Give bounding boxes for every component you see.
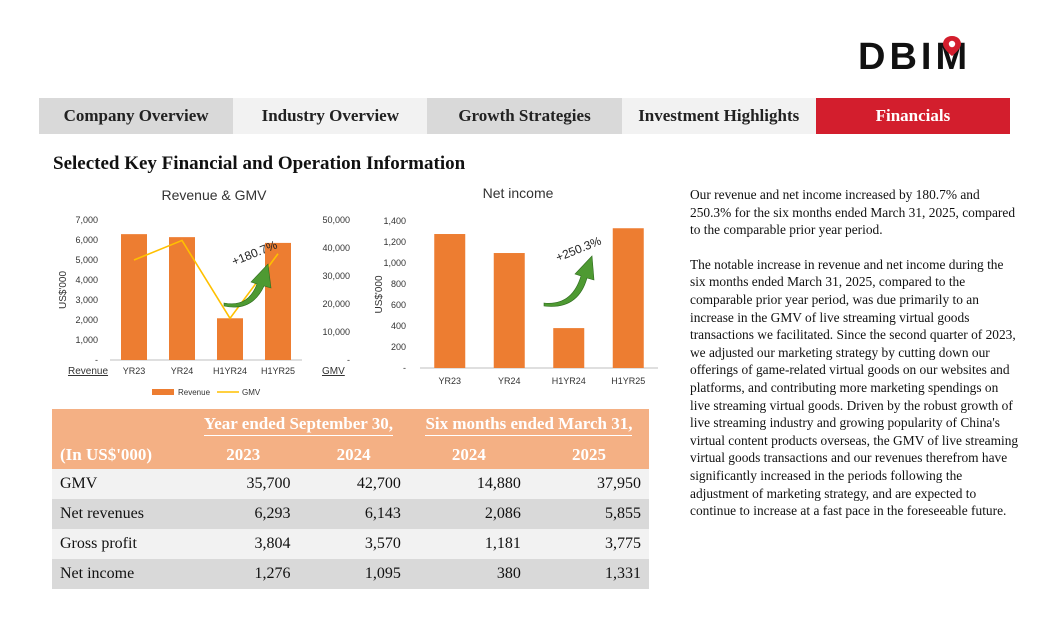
y-tick-label: 1,400 — [383, 216, 406, 226]
financial-table: Year ended September 30, Six months ende… — [52, 409, 649, 589]
tab-company-overview[interactable]: Company Overview — [39, 98, 234, 134]
x-tick-label: H1YR24 — [552, 376, 586, 386]
y-tick-label: - — [403, 363, 406, 373]
x-tick-label: YR24 — [498, 376, 521, 386]
y-tick-label: 6,000 — [75, 235, 98, 245]
revenue-bar — [217, 318, 243, 360]
x-tick-label: H1YR25 — [261, 366, 295, 376]
growth-arrow-icon — [223, 263, 272, 308]
cell-value: 6,293 — [188, 499, 299, 529]
y-axis-label: US$'000 — [58, 271, 69, 309]
y2-tick-label: - — [347, 355, 350, 365]
x-tick-label: YR24 — [171, 366, 194, 376]
growth-annotation: +250.3% — [554, 234, 604, 265]
tab-financials[interactable]: Financials — [815, 98, 1011, 134]
table-row: Gross profit 3,804 3,570 1,181 3,775 — [52, 529, 649, 559]
y-tick-label: 4,000 — [75, 275, 98, 285]
gmv-line — [133, 239, 279, 320]
revenue-bar — [121, 234, 147, 360]
table-row: Net revenues 6,293 6,143 2,086 5,855 — [52, 499, 649, 529]
net-income-bar — [434, 234, 466, 368]
header-year: 2024 — [408, 441, 529, 469]
description-text: Our revenue and net income increased by … — [690, 186, 1020, 537]
cell-value: 3,804 — [188, 529, 299, 559]
x-tick-label: YR23 — [123, 366, 146, 376]
location-pin-icon — [943, 36, 961, 56]
x-tick-label: H1YR24 — [213, 366, 247, 376]
legend-gmv-label: GMV — [242, 388, 261, 397]
dbim-logo: DBIM — [858, 36, 967, 76]
y-tick-label: 3,000 — [75, 295, 98, 305]
y2-tick-label: 40,000 — [322, 243, 350, 253]
x-tick-label: H1YR25 — [611, 376, 645, 386]
row-label: GMV — [52, 469, 188, 499]
y-tick-label: 7,000 — [75, 215, 98, 225]
net-income-bar — [553, 328, 585, 368]
row-label: Net income — [52, 559, 188, 589]
cell-value: 42,700 — [298, 469, 409, 499]
revenue-gmv-chart: Revenue & GMV - 1,000 2,000 3,000 4,000 5,000 6… — [58, 187, 350, 397]
y-axis-label: US$'000 — [374, 275, 385, 313]
x-tick-label: YR23 — [438, 376, 461, 386]
row-label: Net revenues — [52, 499, 188, 529]
y-tick-label: 800 — [391, 279, 406, 289]
cell-value: 1,181 — [408, 529, 529, 559]
table-header-row: Year ended September 30, Six months ende… — [52, 409, 649, 441]
header-six-months: Six months ended March 31, — [425, 414, 633, 436]
header-year: 2025 — [528, 441, 649, 469]
cell-value: 14,880 — [408, 469, 529, 499]
cell-value: 35,700 — [188, 469, 299, 499]
y-tick-label: 1,200 — [383, 237, 406, 247]
tab-investment-highlights[interactable]: Investment Highlights — [621, 98, 816, 134]
cell-value: 1,331 — [528, 559, 649, 589]
chart-title: Net income — [483, 185, 554, 201]
y-tick-label: - — [95, 355, 98, 365]
table-row: GMV 35,700 42,700 14,880 37,950 — [52, 469, 649, 499]
header-year-ended: Year ended September 30, — [203, 414, 394, 436]
y2-tick-label: 30,000 — [322, 271, 350, 281]
paragraph: Our revenue and net income increased by … — [690, 187, 1016, 238]
header-year: 2023 — [188, 441, 299, 469]
cell-value: 6,143 — [298, 499, 409, 529]
cell-value: 3,775 — [528, 529, 649, 559]
cell-value: 3,570 — [298, 529, 409, 559]
y2-tick-label: 50,000 — [322, 215, 350, 225]
revenue-bar — [169, 237, 195, 360]
y-tick-label: 1,000 — [383, 258, 406, 268]
net-income-chart: Net income - 200 400 600 800 1,000 1,200 1,400 US… — [374, 185, 658, 386]
paragraph: The notable increase in revenue and net … — [690, 256, 1019, 519]
left-axis-footer-label: Revenue — [68, 366, 108, 377]
cell-value: 37,950 — [528, 469, 649, 499]
y-tick-label: 1,000 — [75, 335, 98, 345]
net-income-bar — [612, 228, 644, 368]
growth-arrow-icon — [543, 255, 595, 307]
legend-revenue-swatch — [152, 389, 174, 395]
y-tick-label: 400 — [391, 321, 406, 331]
section-title: Selected Key Financial and Operation Inf… — [53, 153, 466, 174]
table-row: Net income 1,276 1,095 380 1,331 — [52, 559, 649, 589]
tab-growth-strategies[interactable]: Growth Strategies — [427, 98, 622, 134]
cell-value: 5,855 — [528, 499, 649, 529]
main-nav: Company Overview Industry Overview Growt… — [39, 98, 1011, 134]
y2-tick-label: 20,000 — [322, 299, 350, 309]
revenue-bar — [265, 242, 291, 360]
header-unit: (In US$'000) — [52, 441, 188, 469]
table-subheader-row: (In US$'000) 2023 2024 2024 2025 — [52, 441, 649, 469]
y-tick-label: 2,000 — [75, 315, 98, 325]
y-tick-label: 5,000 — [75, 255, 98, 265]
y-tick-label: 200 — [391, 342, 406, 352]
legend-revenue-label: Revenue — [178, 388, 211, 397]
chart-title: Revenue & GMV — [161, 187, 267, 203]
y-tick-label: 600 — [391, 300, 406, 310]
cell-value: 1,276 — [188, 559, 299, 589]
y2-tick-label: 10,000 — [322, 327, 350, 337]
cell-value: 1,095 — [298, 559, 409, 589]
row-label: Gross profit — [52, 529, 188, 559]
net-income-bar — [493, 253, 525, 368]
cell-value: 380 — [408, 559, 529, 589]
cell-value: 2,086 — [408, 499, 529, 529]
header-year: 2024 — [298, 441, 409, 469]
tab-industry-overview[interactable]: Industry Overview — [233, 98, 428, 134]
right-axis-footer-label: GMV — [322, 366, 345, 377]
